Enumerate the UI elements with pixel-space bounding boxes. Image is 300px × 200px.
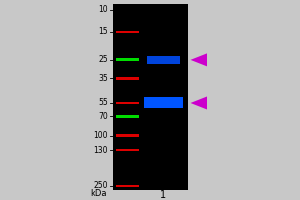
Text: 130: 130 bbox=[94, 146, 108, 155]
Text: 10: 10 bbox=[98, 5, 108, 14]
Text: 70: 70 bbox=[98, 112, 108, 121]
Text: 55: 55 bbox=[98, 98, 108, 107]
Bar bbox=[116, 102, 139, 104]
Bar bbox=[116, 149, 139, 151]
Bar bbox=[116, 58, 139, 61]
Polygon shape bbox=[190, 53, 207, 66]
Bar bbox=[147, 56, 180, 64]
Bar bbox=[116, 31, 139, 33]
Text: 100: 100 bbox=[94, 131, 108, 140]
Bar bbox=[116, 9, 139, 11]
Polygon shape bbox=[190, 96, 207, 109]
Text: 25: 25 bbox=[98, 55, 108, 64]
Text: kDa: kDa bbox=[90, 190, 106, 198]
Text: 250: 250 bbox=[94, 181, 108, 190]
Bar bbox=[116, 115, 139, 118]
Text: 15: 15 bbox=[98, 27, 108, 36]
Bar bbox=[116, 77, 139, 80]
Bar bbox=[112, 4, 188, 190]
Text: 35: 35 bbox=[98, 74, 108, 83]
Bar bbox=[144, 97, 183, 108]
Text: 1: 1 bbox=[160, 190, 166, 200]
Bar bbox=[116, 185, 139, 187]
Bar bbox=[116, 134, 139, 137]
